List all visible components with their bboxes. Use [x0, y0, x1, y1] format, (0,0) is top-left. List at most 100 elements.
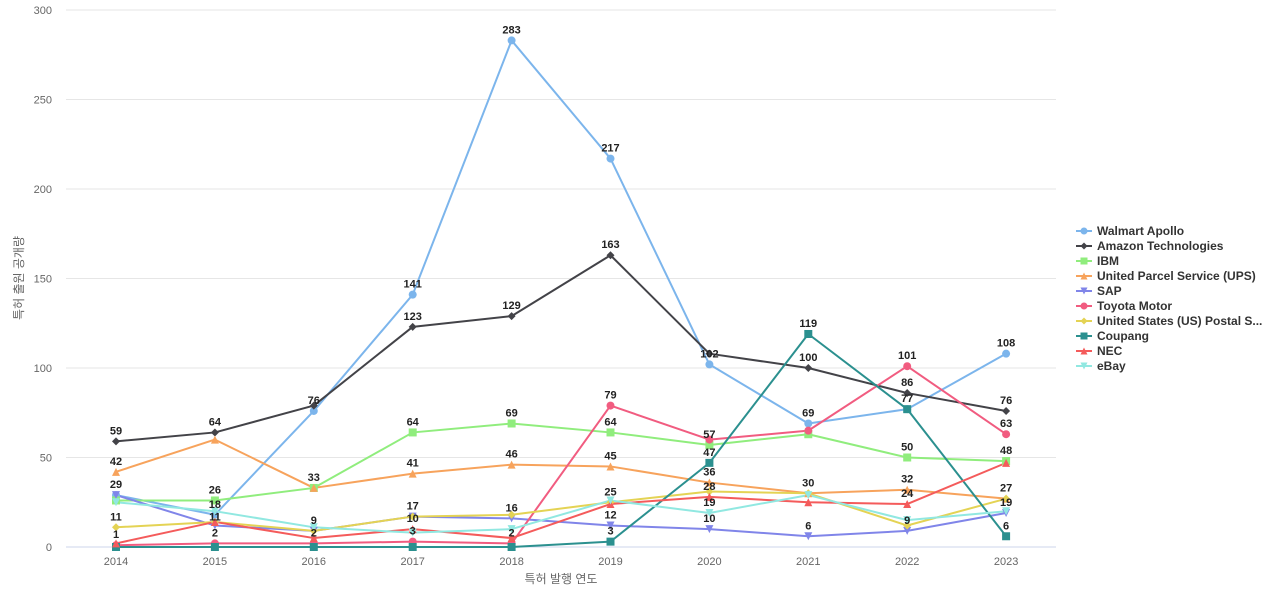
data-point [606, 521, 615, 530]
legend-item[interactable]: United States (US) Postal S... [1076, 314, 1262, 328]
data-label: 69 [802, 407, 814, 419]
data-point [408, 322, 417, 331]
data-point [606, 462, 615, 471]
data-label: 129 [502, 300, 520, 312]
data-point [112, 498, 120, 507]
data-label: 11 [209, 511, 221, 523]
data-point [804, 426, 813, 435]
legend-item[interactable]: Walmart Apollo [1076, 224, 1184, 238]
data-point [1002, 406, 1011, 415]
data-point [606, 428, 615, 437]
legend-item[interactable]: IBM [1076, 254, 1119, 268]
data-point [705, 458, 714, 467]
data-point [1002, 494, 1011, 503]
data-point [705, 487, 714, 496]
legend-label: United States (US) Postal S... [1097, 314, 1262, 328]
data-point [606, 154, 615, 163]
data-point [1002, 532, 1011, 541]
data-point [1080, 332, 1088, 340]
series-lines [115, 39, 1007, 548]
data-point [705, 349, 714, 358]
data-label: 2 [212, 527, 218, 539]
data-label: 9 [904, 515, 910, 527]
data-point [804, 364, 813, 372]
data-point [112, 539, 120, 548]
data-point [1080, 227, 1088, 235]
data-point [507, 312, 516, 321]
data-label: 108 [997, 338, 1015, 350]
data-point [606, 251, 615, 260]
data-point [309, 406, 318, 415]
data-label: 102 [700, 348, 718, 360]
legend-item[interactable]: Toyota Motor [1076, 299, 1172, 313]
x-tick-label: 2023 [994, 556, 1018, 568]
data-point [309, 534, 318, 543]
data-point [705, 435, 714, 444]
data-label: 45 [604, 450, 616, 462]
series-line [115, 438, 1007, 500]
data-label: 64 [209, 416, 222, 428]
data-point [507, 534, 516, 543]
legend-item[interactable]: NEC [1076, 344, 1123, 358]
data-label: 18 [209, 499, 221, 511]
data-point [606, 537, 615, 546]
data-label: 19 [1000, 497, 1012, 509]
data-label: 63 [1000, 418, 1012, 430]
data-label: 64 [407, 416, 420, 428]
data-label: 86 [901, 377, 913, 389]
data-point [309, 401, 318, 410]
data-point [903, 485, 912, 494]
data-label: 57 [703, 429, 715, 441]
data-label: 46 [505, 449, 517, 461]
data-point [1002, 507, 1011, 516]
y-axis-ticks: 0 50 100 150 200 250 300 [34, 5, 52, 554]
data-point [804, 491, 813, 500]
data-label: 217 [601, 143, 619, 155]
data-point [804, 329, 813, 338]
data-point [705, 492, 714, 501]
legend-item[interactable]: SAP [1076, 284, 1122, 298]
data-point [1080, 317, 1088, 325]
data-label: 28 [703, 481, 715, 493]
data-point [408, 512, 417, 521]
x-axis-title: 특허 발행 연도 [525, 571, 598, 586]
data-label: 3 [607, 526, 613, 538]
data-label: 41 [407, 458, 419, 470]
data-label: 26 [209, 484, 221, 496]
data-point [210, 496, 219, 505]
data-label: 47 [703, 447, 715, 459]
data-label: 11 [110, 511, 122, 523]
data-point [804, 532, 813, 541]
legend-label: Coupang [1097, 329, 1149, 343]
data-labels: 5942291116426181127633921411236441171032… [110, 24, 1015, 541]
data-label: 30 [802, 477, 814, 489]
data-point [408, 543, 417, 551]
data-point [606, 496, 615, 505]
data-label: 123 [404, 311, 422, 323]
x-tick-label: 2017 [400, 556, 424, 568]
data-label: 77 [901, 393, 913, 405]
data-point [210, 517, 219, 526]
data-label: 29 [110, 479, 122, 491]
legend-item[interactable]: Amazon Technologies [1076, 239, 1224, 253]
data-label: 50 [901, 442, 913, 454]
series-line [115, 494, 1007, 534]
x-tick-label: 2016 [302, 556, 326, 568]
data-point [1002, 349, 1011, 358]
data-point [1080, 287, 1088, 295]
x-tick-label: 2014 [104, 556, 128, 568]
legend-item[interactable]: eBay [1076, 359, 1126, 373]
legend-item[interactable]: United Parcel Service (UPS) [1076, 269, 1256, 283]
legend-item[interactable]: Coupang [1076, 329, 1149, 343]
data-label: 79 [604, 390, 616, 402]
data-label: 48 [1000, 445, 1012, 457]
data-point [903, 362, 912, 371]
data-label: 17 [407, 501, 419, 513]
y-axis-title: 특허 출원 공개량 [12, 236, 26, 320]
legend-label: Toyota Motor [1097, 299, 1172, 313]
data-point [1002, 430, 1011, 439]
x-tick-label: 2018 [499, 556, 523, 568]
data-label: 64 [604, 416, 617, 428]
data-point [112, 523, 120, 532]
